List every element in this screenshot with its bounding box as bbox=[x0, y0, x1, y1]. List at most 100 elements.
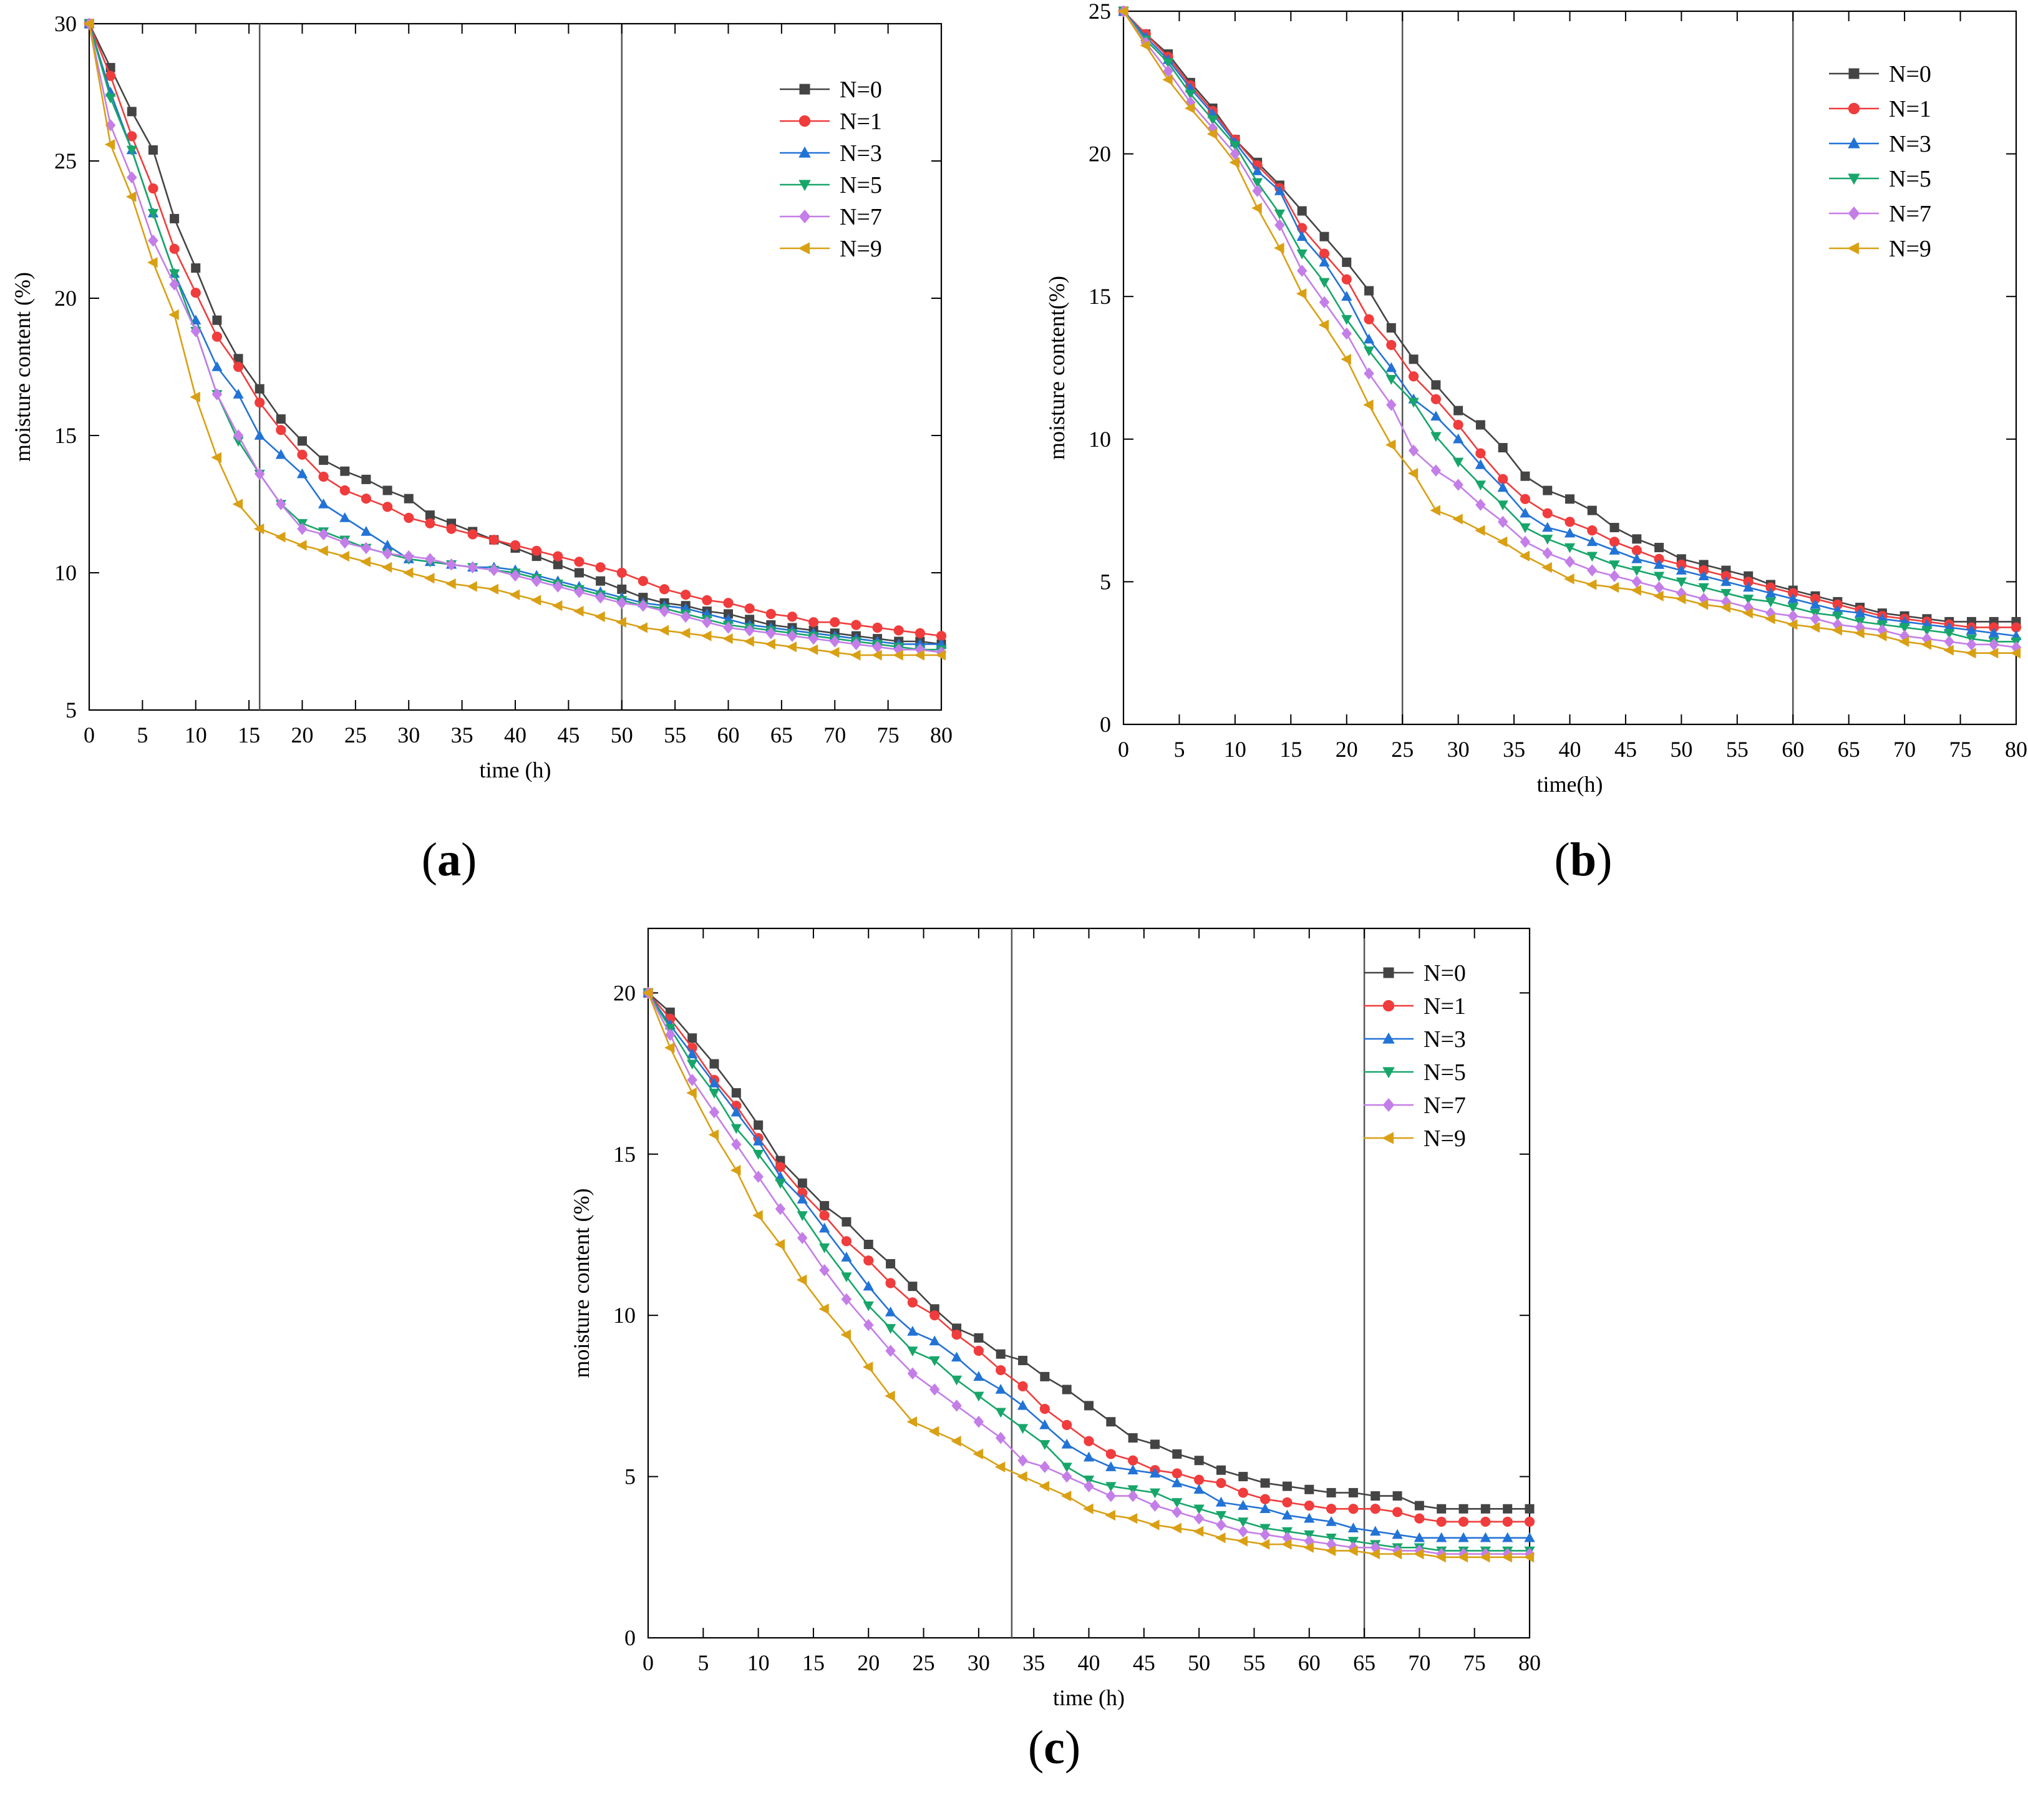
data-point bbox=[1319, 231, 1329, 241]
legend-marker bbox=[799, 84, 810, 95]
data-point bbox=[1341, 274, 1352, 285]
legend: N=0 N=1 N=3 N=5 N=7 N=9 bbox=[1364, 960, 1466, 1152]
data-point bbox=[1502, 1552, 1512, 1563]
data-point bbox=[211, 388, 223, 401]
data-point bbox=[1018, 1356, 1028, 1366]
data-point bbox=[664, 1042, 675, 1053]
data-point bbox=[1105, 1461, 1117, 1471]
data-point bbox=[1898, 636, 1909, 648]
data-point bbox=[731, 1138, 742, 1151]
x-tick-label: 5 bbox=[1173, 737, 1185, 762]
data-point bbox=[1106, 1417, 1116, 1427]
data-point bbox=[1193, 1504, 1205, 1515]
data-point bbox=[510, 540, 521, 551]
data-point bbox=[996, 1365, 1006, 1376]
data-point bbox=[841, 1252, 852, 1262]
y-tick-label: 5 bbox=[1100, 569, 1111, 594]
data-point bbox=[148, 183, 158, 194]
data-point bbox=[1497, 482, 1508, 492]
data-point bbox=[1304, 1501, 1314, 1511]
data-point bbox=[190, 391, 200, 403]
x-tick-label: 55 bbox=[1726, 737, 1749, 762]
data-point bbox=[1899, 623, 1910, 633]
data-point bbox=[1832, 599, 1843, 610]
x-tick-label: 70 bbox=[1408, 1650, 1430, 1675]
x-tick-label: 65 bbox=[1353, 1650, 1375, 1675]
data-point bbox=[1238, 1500, 1249, 1510]
data-point bbox=[787, 630, 798, 642]
data-point bbox=[1408, 444, 1419, 457]
data-point bbox=[339, 536, 351, 549]
x-tick-label: 25 bbox=[913, 1650, 935, 1675]
data-point bbox=[1720, 588, 1732, 599]
series-N=0 bbox=[643, 988, 1535, 1514]
data-point bbox=[616, 567, 627, 578]
data-point bbox=[1296, 231, 1308, 241]
data-point bbox=[797, 1178, 807, 1188]
data-point bbox=[915, 628, 925, 638]
data-point bbox=[1480, 1504, 1490, 1514]
data-point bbox=[1062, 1384, 1072, 1394]
data-point bbox=[679, 628, 691, 639]
data-point bbox=[722, 633, 733, 645]
data-point bbox=[1520, 535, 1531, 548]
data-point bbox=[862, 1361, 873, 1373]
x-tick-label: 30 bbox=[397, 723, 420, 747]
data-point bbox=[929, 1356, 940, 1366]
data-point bbox=[211, 361, 223, 371]
data-point bbox=[2010, 648, 2021, 659]
data-point bbox=[1274, 185, 1286, 195]
data-point bbox=[274, 532, 286, 543]
data-point bbox=[797, 1211, 808, 1221]
x-tick-label: 10 bbox=[185, 723, 207, 747]
data-point bbox=[1386, 399, 1397, 411]
legend-label: N=1 bbox=[840, 109, 882, 135]
data-point bbox=[1274, 242, 1284, 254]
data-point bbox=[233, 389, 244, 399]
data-point bbox=[1281, 1509, 1293, 1520]
data-point bbox=[551, 600, 563, 611]
x-tick-label: 35 bbox=[1022, 1650, 1045, 1675]
data-point bbox=[1172, 1506, 1183, 1519]
data-point bbox=[807, 644, 818, 655]
data-point bbox=[1475, 480, 1487, 490]
data-point bbox=[127, 131, 137, 142]
x-tick-label: 25 bbox=[344, 723, 367, 747]
data-point bbox=[1409, 354, 1419, 364]
series-line bbox=[647, 992, 1530, 1552]
data-point bbox=[1519, 550, 1530, 562]
data-point bbox=[708, 1129, 719, 1141]
series-line bbox=[1123, 11, 2017, 637]
data-point bbox=[425, 518, 435, 528]
data-point bbox=[1193, 1484, 1205, 1494]
data-point bbox=[574, 557, 585, 567]
y-tick-label: 25 bbox=[54, 148, 77, 173]
data-point bbox=[1810, 613, 1821, 625]
data-point bbox=[658, 625, 669, 636]
data-point bbox=[1854, 628, 1865, 639]
data-point bbox=[914, 650, 924, 661]
data-point bbox=[1408, 397, 1419, 408]
legend-label: N=0 bbox=[1889, 61, 1931, 87]
x-tick-label: 35 bbox=[1503, 737, 1525, 762]
data-point bbox=[1921, 626, 1933, 636]
data-point bbox=[382, 502, 393, 512]
data-point bbox=[754, 1120, 764, 1130]
data-point bbox=[1162, 74, 1173, 85]
data-point bbox=[1229, 157, 1240, 168]
legend-marker bbox=[1382, 1067, 1395, 1079]
data-point bbox=[1369, 1549, 1380, 1560]
legend-label: N=7 bbox=[1889, 201, 1931, 227]
x-tick-label: 20 bbox=[1336, 737, 1358, 762]
data-point bbox=[1475, 499, 1486, 511]
legend-marker bbox=[1848, 173, 1860, 185]
y-tick-label: 10 bbox=[54, 560, 77, 585]
x-tick-label: 65 bbox=[770, 723, 793, 747]
data-point bbox=[148, 234, 158, 247]
data-point bbox=[318, 545, 328, 557]
data-point bbox=[642, 987, 653, 998]
data-point bbox=[1282, 1497, 1293, 1508]
data-point bbox=[105, 94, 116, 104]
data-point bbox=[553, 580, 563, 593]
data-point bbox=[1631, 545, 1642, 556]
